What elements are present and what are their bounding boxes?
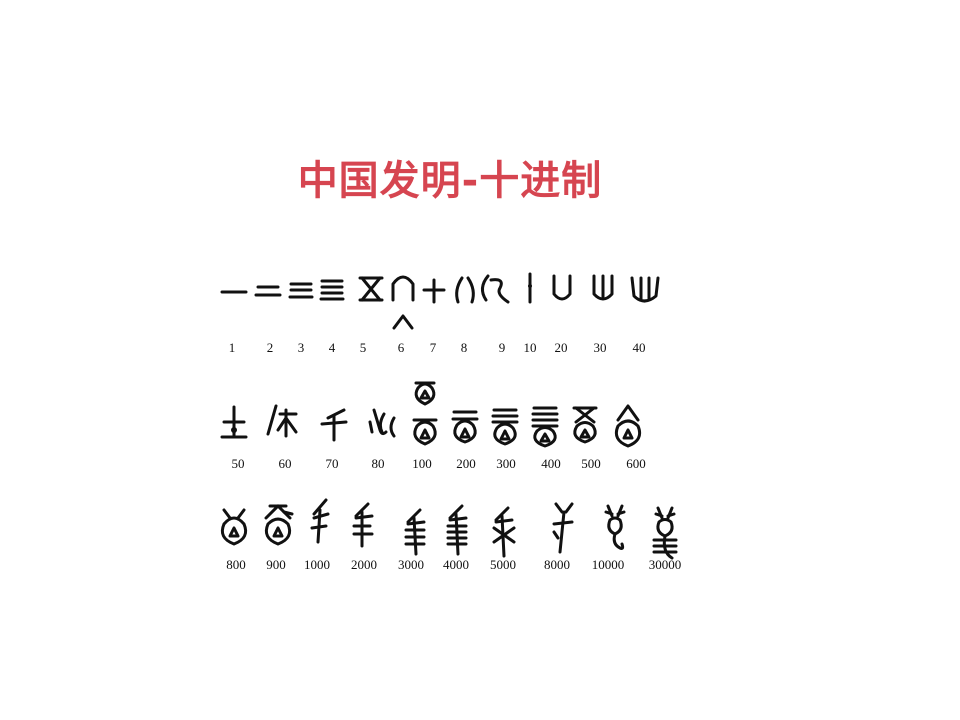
glyph-40 [630,276,660,303]
label-10000: 10000 [592,557,625,572]
label-8000: 8000 [544,557,570,572]
glyph-600 [614,404,642,448]
label-6: 6 [398,340,405,355]
glyph-4000 [446,504,468,556]
glyph-1000 [310,498,330,544]
glyph-8 [455,276,475,304]
label-7: 7 [430,340,437,355]
oracle-bone-numerals-figure: 1 2 3 4 5 6 7 8 9 10 20 30 40 [210,262,700,582]
label-600: 600 [626,456,646,471]
glyph-30 [592,274,614,301]
label-5: 5 [360,340,367,355]
glyph-70 [320,408,348,442]
label-3000: 3000 [398,557,424,572]
label-1000: 1000 [304,557,330,572]
label-5000: 5000 [490,557,516,572]
label-300: 300 [496,456,516,471]
glyph-300 [491,408,519,446]
glyph-80 [368,408,396,438]
glyph-8000 [552,502,574,554]
glyph-4 [319,279,345,301]
label-8: 8 [461,340,468,355]
label-500: 500 [581,456,601,471]
glyph-6 [391,275,415,330]
label-2: 2 [267,340,274,355]
label-800: 800 [226,557,246,572]
label-70: 70 [326,456,339,471]
glyph-3000 [404,508,426,556]
label-3: 3 [298,340,305,355]
glyph-800 [220,508,248,546]
glyph-30000 [652,506,678,560]
glyph-7 [422,278,446,304]
glyph-2 [254,285,282,297]
label-40: 40 [633,340,646,355]
label-30: 30 [594,340,607,355]
slide-title: 中国发明-十进制 [297,158,603,204]
glyph-9 [481,274,510,304]
glyph-20 [552,274,572,301]
label-100: 100 [412,456,432,471]
label-4000: 4000 [443,557,469,572]
label-400: 400 [541,456,561,471]
label-20: 20 [555,340,568,355]
glyph-3 [288,282,314,299]
glyph-60 [266,404,298,438]
glyph-10000 [604,504,626,550]
glyph-50 [220,405,248,439]
glyph-5 [358,276,384,302]
label-50: 50 [232,456,245,471]
oracle-bone-numerals-drawing: 1 2 3 4 5 6 7 8 9 10 20 30 40 [220,272,682,572]
label-9: 9 [499,340,506,355]
label-10: 10 [524,340,537,355]
glyph-900 [264,504,294,546]
label-60: 60 [279,456,292,471]
glyph-500 [572,406,598,444]
label-200: 200 [456,456,476,471]
label-80: 80 [372,456,385,471]
glyph-2000 [352,502,374,548]
glyph-10 [528,272,532,304]
label-30000: 30000 [649,557,682,572]
glyph-200 [451,410,479,444]
glyph-100 [412,381,438,446]
label-2000: 2000 [351,557,377,572]
label-4: 4 [329,340,336,355]
label-900: 900 [266,557,286,572]
glyph-5000 [492,506,516,558]
glyph-400 [531,406,559,448]
label-1: 1 [229,340,236,355]
